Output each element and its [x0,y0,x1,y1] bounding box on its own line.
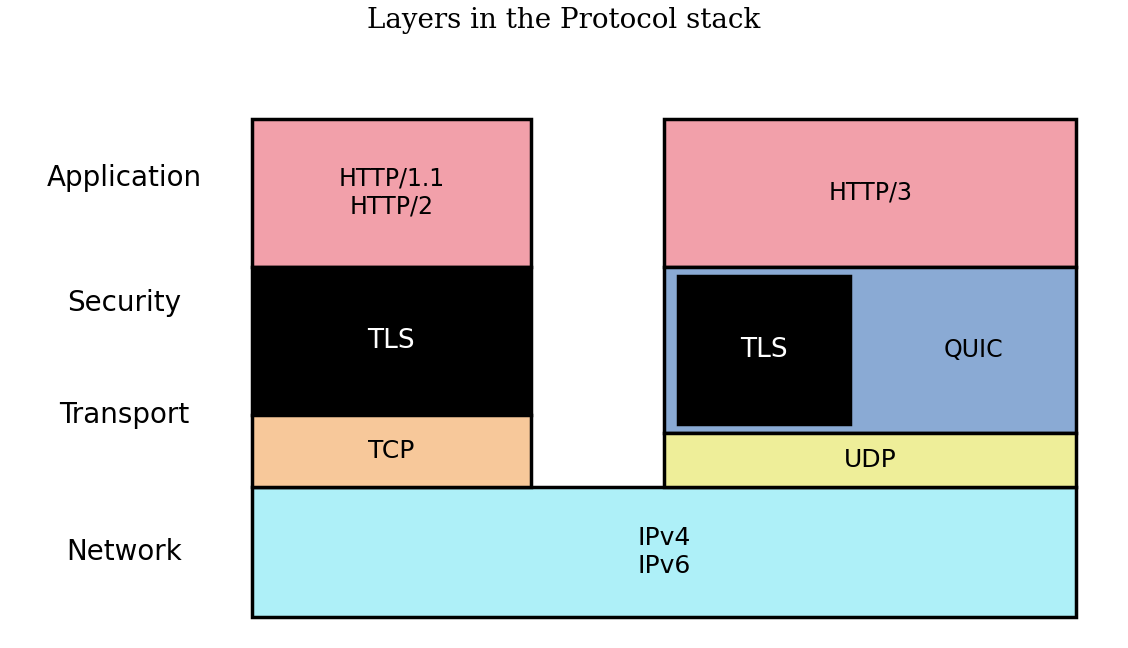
Bar [252,267,530,415]
Bar [252,487,1076,618]
Text: Security: Security [67,288,180,317]
Text: TLS: TLS [740,337,787,363]
Bar [664,267,1076,434]
Text: UDP: UDP [844,448,897,472]
Text: Application: Application [46,164,202,192]
Text: HTTP/1.1
HTTP/2: HTTP/1.1 HTTP/2 [338,167,444,219]
Bar [678,276,851,424]
Text: Network: Network [67,538,182,566]
Title: Layers in the Protocol stack: Layers in the Protocol stack [368,7,760,34]
Text: HTTP/3: HTTP/3 [828,181,913,205]
Bar [664,434,1076,487]
Bar [252,119,530,267]
Text: IPv4
IPv6: IPv4 IPv6 [637,526,691,578]
Text: QUIC: QUIC [944,338,1003,362]
Text: Transport: Transport [59,402,190,430]
Bar [664,119,1076,267]
Bar [252,415,530,487]
Text: TCP: TCP [368,439,414,463]
Text: TLS: TLS [368,329,415,354]
